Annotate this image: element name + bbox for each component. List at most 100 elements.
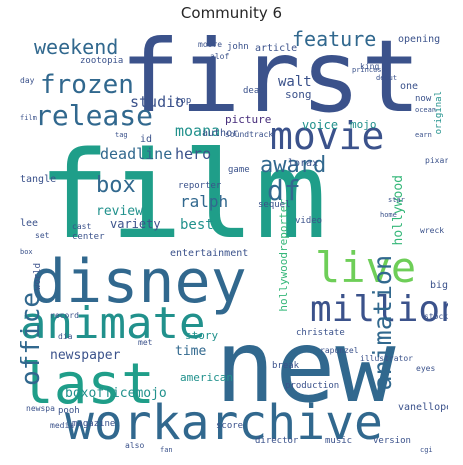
word-soundtrack: soundtrack [225, 130, 274, 139]
word-eyes: eyes [416, 364, 436, 373]
word-dia: dia [58, 332, 73, 341]
word-home: home [380, 211, 397, 219]
word-john: john [227, 42, 249, 52]
word-film2: film [20, 114, 37, 122]
word-variety: variety [110, 217, 161, 231]
word-ocean: ocean [415, 106, 437, 114]
word-id: id [140, 134, 153, 145]
word-walt: walt [278, 74, 312, 90]
word-big: big [430, 280, 448, 291]
word-newspaper: newspaper [50, 348, 121, 363]
word-workarchive: workarchive [65, 395, 383, 451]
word-pixar: pixar [425, 156, 448, 165]
word-hollywoodreporter: hollywoodreporter [277, 199, 290, 312]
word-best: best [180, 217, 214, 233]
word-article: article [255, 43, 298, 54]
word-studio: studio [130, 93, 185, 111]
word-deadline: deadline [100, 145, 173, 163]
word-score: score [216, 421, 244, 431]
word-hero: hero [175, 145, 212, 163]
word-pooh: pooh [58, 406, 80, 416]
word-ralph: ralph [180, 192, 229, 211]
word-world: world [33, 263, 43, 291]
word-video: video [295, 216, 323, 226]
word-moana: moana [175, 122, 221, 140]
word-met: met [138, 338, 153, 347]
word-debut: debut [376, 74, 398, 82]
word-award: award [260, 153, 327, 178]
word-top: top [175, 96, 192, 106]
word-earn: earn [415, 131, 432, 139]
word-song: song [285, 88, 312, 101]
word-author: author [202, 128, 239, 139]
word-cloud: film first new disney workarchive last animate… [20, 27, 448, 457]
word-rapunzel: rapunzel [320, 346, 359, 355]
word-day: day [20, 76, 35, 85]
word-live: live [315, 243, 417, 292]
word-box: box [96, 173, 136, 198]
word-box2: box [20, 248, 33, 256]
word-media: media [50, 421, 75, 430]
word-sequel: sequel [258, 200, 291, 210]
word-wreck: wreck [420, 226, 445, 235]
word-cast: cast [72, 222, 92, 231]
word-feature: feature [292, 27, 377, 51]
word-weekend: weekend [34, 35, 119, 59]
word-review: review [96, 204, 143, 219]
word-set: set [35, 231, 50, 240]
word-entertainment: entertainment [170, 248, 249, 259]
word-christate: christate [296, 328, 345, 338]
word-newspa: newspa [26, 404, 55, 413]
word-reporter: reporter [178, 181, 222, 191]
word-disney: disney [30, 247, 247, 317]
word-voice: voice [302, 118, 339, 132]
word-break: break [272, 361, 300, 371]
word-animate: animate [20, 298, 206, 349]
word-last: last [20, 352, 155, 417]
word-story: story [185, 329, 219, 342]
word-princess: princess [352, 66, 386, 74]
word-opening: opening [398, 34, 441, 45]
word-release: release [35, 99, 154, 132]
word-tangle: tangle [20, 174, 57, 185]
word-new: new [215, 308, 396, 425]
word-fan: fan [160, 446, 173, 454]
word-time: time [175, 344, 207, 359]
word-stock: stock [424, 312, 448, 321]
word-lee: lee [20, 218, 39, 229]
word-director: director [255, 436, 299, 446]
word-vanellope: vanellope [398, 402, 448, 413]
word-dead: dead [243, 86, 265, 96]
word-lorax: lorax [288, 158, 319, 169]
word-mojo: mojo [350, 118, 377, 131]
word-king: king [360, 62, 380, 71]
word-tag: tag [115, 131, 128, 139]
word-picture: picture [225, 113, 272, 126]
word-df: df [267, 174, 301, 207]
word-one: one [400, 81, 419, 92]
word-record: record [50, 311, 79, 320]
word-illustrator: illustrator [360, 354, 413, 363]
word-american: american [180, 371, 233, 384]
word-original: original [434, 91, 444, 135]
word-music: music [325, 436, 353, 446]
word-animation: animation [368, 255, 397, 391]
word-movie: movie [270, 114, 385, 158]
word-boxofficemojo: boxofficemojo [65, 386, 167, 401]
word-zootopia: zootopia [80, 56, 124, 66]
word-moore: moore [198, 40, 223, 49]
word-now: now [415, 94, 432, 104]
word-magazine: magazine [72, 419, 116, 429]
word-game: game [228, 165, 250, 175]
figure-title: Community 6 [180, 4, 283, 22]
word-version: version [373, 436, 411, 446]
word-cgi: cgi [420, 446, 433, 454]
word-film: film [38, 127, 327, 266]
word-first: first [120, 27, 422, 135]
word-million: million [310, 289, 448, 330]
word-also: also [125, 441, 145, 450]
word-alof: alof [210, 52, 230, 61]
word-office: office [20, 292, 46, 386]
word-center: center [72, 232, 105, 242]
